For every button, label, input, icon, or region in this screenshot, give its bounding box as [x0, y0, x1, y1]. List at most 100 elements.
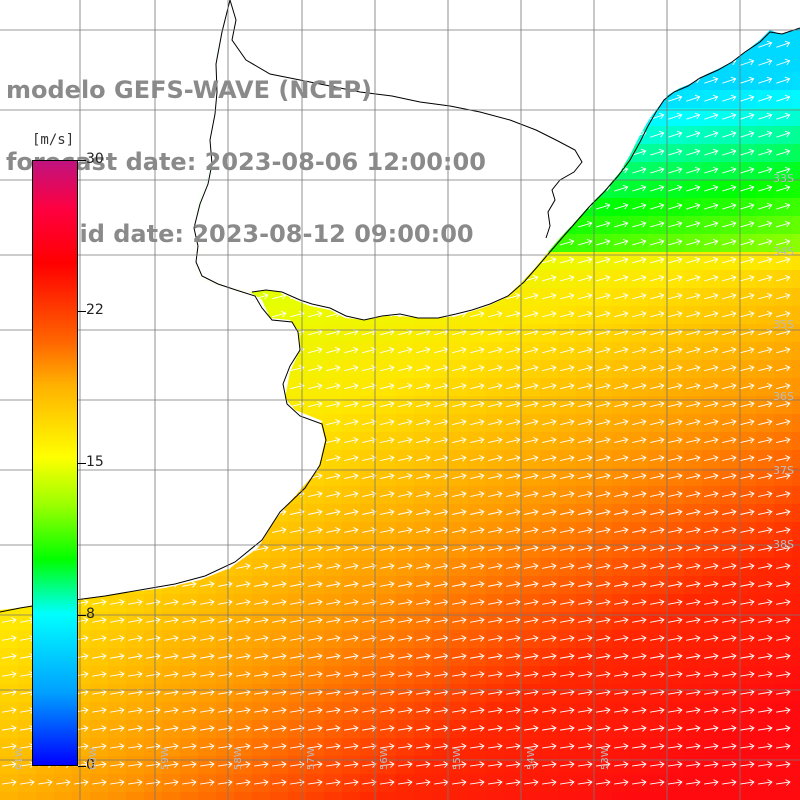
- wind-arrow: [344, 725, 359, 732]
- colorbar-tick-mark: [78, 615, 86, 616]
- wind-arrow: [380, 707, 395, 714]
- wind-arrow: [362, 400, 377, 408]
- longitude-label: 57W: [306, 747, 317, 770]
- wind-arrow: [722, 635, 737, 642]
- wind-arrow: [344, 707, 359, 714]
- wind-arrow: [146, 599, 161, 606]
- wind-arrow: [560, 635, 575, 642]
- wind-arrow: [398, 418, 413, 426]
- country-border: [229, 0, 583, 239]
- wind-arrow: [722, 130, 737, 138]
- wind-arrow: [542, 491, 557, 498]
- wind-cell: [414, 792, 433, 800]
- wind-arrow: [614, 653, 629, 660]
- wind-arrow: [560, 238, 575, 246]
- wind-arrow: [740, 707, 755, 714]
- wind-arrow: [740, 491, 755, 498]
- wind-arrow: [470, 382, 485, 390]
- wind-arrow: [650, 130, 665, 138]
- wind-arrow: [416, 346, 431, 354]
- wind-cell: [792, 702, 800, 721]
- wind-arrow: [308, 743, 323, 750]
- wind-arrow: [20, 779, 35, 786]
- wind-arrow: [200, 761, 215, 768]
- wind-cell: [432, 792, 451, 800]
- wind-arrow: [668, 761, 683, 768]
- wind-arrow: [146, 653, 161, 660]
- wind-cell: [342, 792, 361, 800]
- wind-arrow: [164, 653, 179, 660]
- wind-arrow: [326, 671, 341, 678]
- wind-arrow: [146, 707, 161, 714]
- model-name: modelo GEFS-WAVE (NCEP): [6, 76, 372, 104]
- wind-arrow: [236, 779, 251, 786]
- wind-arrow: [776, 382, 791, 390]
- wind-arrow: [524, 346, 539, 354]
- wind-arrow: [308, 707, 323, 714]
- wind-arrow: [362, 509, 377, 516]
- wind-arrow: [182, 743, 197, 750]
- wind-arrow: [686, 527, 701, 534]
- wind-arrow: [182, 671, 197, 678]
- wind-arrow: [506, 418, 521, 426]
- wind-arrow: [488, 707, 503, 714]
- wind-arrow: [146, 617, 161, 624]
- wind-arrow: [416, 491, 431, 498]
- wind-arrow: [200, 671, 215, 678]
- wind-arrow: [704, 400, 719, 408]
- wind-cell: [792, 450, 800, 469]
- wind-arrow: [344, 563, 359, 570]
- wind-arrow: [704, 202, 719, 210]
- wind-arrow: [668, 382, 683, 390]
- wind-arrow: [758, 545, 773, 552]
- wind-arrow: [632, 256, 647, 264]
- wind-arrow: [146, 725, 161, 732]
- wind-arrow: [128, 725, 143, 732]
- wind-arrow: [92, 617, 107, 624]
- wind-cell: [198, 792, 217, 800]
- wind-arrow: [416, 653, 431, 660]
- longitude-label: 53W: [600, 747, 611, 770]
- wind-cell: [792, 126, 800, 145]
- wind-arrow: [344, 635, 359, 642]
- wind-arrow: [722, 166, 737, 174]
- wind-arrow: [614, 779, 629, 786]
- wind-arrow: [686, 364, 701, 372]
- wind-arrow: [308, 382, 323, 390]
- wind-arrow: [668, 166, 683, 174]
- wind-arrow: [110, 617, 125, 624]
- wind-arrow: [704, 779, 719, 786]
- longitude-label: 60W: [88, 747, 99, 770]
- wind-cell: [612, 792, 631, 800]
- wind-arrow: [776, 112, 791, 120]
- wind-arrow: [614, 220, 629, 228]
- wind-arrow: [182, 707, 197, 714]
- wind-arrow: [344, 436, 359, 444]
- wind-arrow: [398, 346, 413, 354]
- wind-arrow: [632, 346, 647, 354]
- longitude-label: 54W: [526, 747, 537, 770]
- wind-arrow: [650, 581, 665, 588]
- wind-arrow: [722, 76, 737, 84]
- wind-arrow: [488, 635, 503, 642]
- wind-arrow: [722, 725, 737, 732]
- wind-arrow: [578, 418, 593, 426]
- wind-arrow: [722, 617, 737, 624]
- wind-arrow: [632, 779, 647, 786]
- wind-arrow: [416, 364, 431, 372]
- wind-arrow: [524, 509, 539, 516]
- wind-arrow: [182, 635, 197, 642]
- wind-arrow: [650, 761, 665, 768]
- wind-arrow: [668, 148, 683, 156]
- wind-cell: [792, 378, 800, 397]
- wind-arrow: [650, 671, 665, 678]
- wind-arrow: [488, 491, 503, 498]
- wind-arrow: [416, 418, 431, 426]
- wind-arrow: [686, 148, 701, 156]
- wind-arrow: [542, 563, 557, 570]
- wind-arrow: [578, 545, 593, 552]
- wind-arrow: [164, 707, 179, 714]
- wind-arrow: [218, 617, 233, 624]
- wind-arrow: [362, 743, 377, 750]
